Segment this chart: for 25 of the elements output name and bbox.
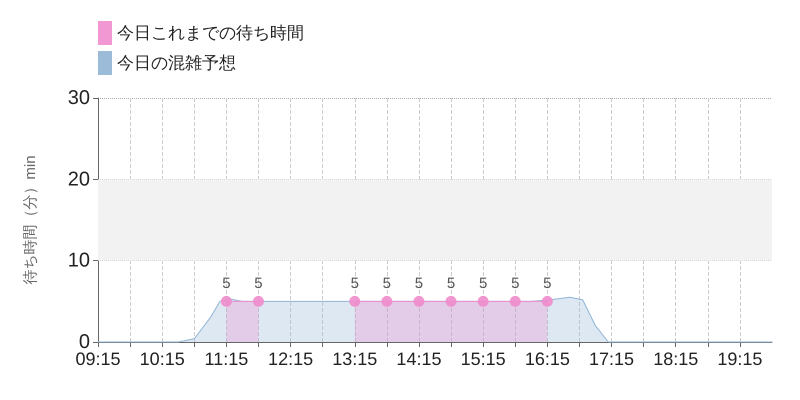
y-tick-label: 30 bbox=[68, 87, 90, 109]
legend-label: 今日の混雑予想 bbox=[117, 54, 236, 72]
data-label: 5 bbox=[414, 274, 424, 292]
data-label: 5 bbox=[254, 274, 263, 292]
x-tick-label: 18:15 bbox=[653, 349, 698, 369]
x-tick-label: 16:15 bbox=[524, 349, 570, 369]
data-label: 5 bbox=[222, 274, 231, 292]
data-label: 5 bbox=[543, 274, 552, 292]
x-tick-label: 12:15 bbox=[268, 349, 314, 369]
data-label: 5 bbox=[350, 274, 359, 292]
data-label: 5 bbox=[511, 274, 520, 292]
data-label: 5 bbox=[478, 274, 488, 292]
y-tick-label: 20 bbox=[68, 168, 90, 190]
x-tick-label: 10:15 bbox=[140, 349, 185, 369]
x-tick-label: 14:15 bbox=[396, 349, 442, 369]
x-tick-label: 15:15 bbox=[460, 349, 506, 369]
data-label: 5 bbox=[382, 274, 392, 292]
x-tick-label: 17:15 bbox=[589, 349, 634, 369]
y-tick-label: 10 bbox=[68, 250, 90, 272]
x-tick-label: 11:15 bbox=[204, 349, 248, 369]
x-tick-label: 13:15 bbox=[332, 349, 378, 369]
x-tick-label: 19:15 bbox=[717, 349, 762, 369]
data-label: 5 bbox=[446, 274, 456, 292]
legend-label: 今日これまでの待ち時間 bbox=[117, 24, 304, 42]
y-axis-title: 待ち時間（分）min bbox=[22, 155, 39, 285]
